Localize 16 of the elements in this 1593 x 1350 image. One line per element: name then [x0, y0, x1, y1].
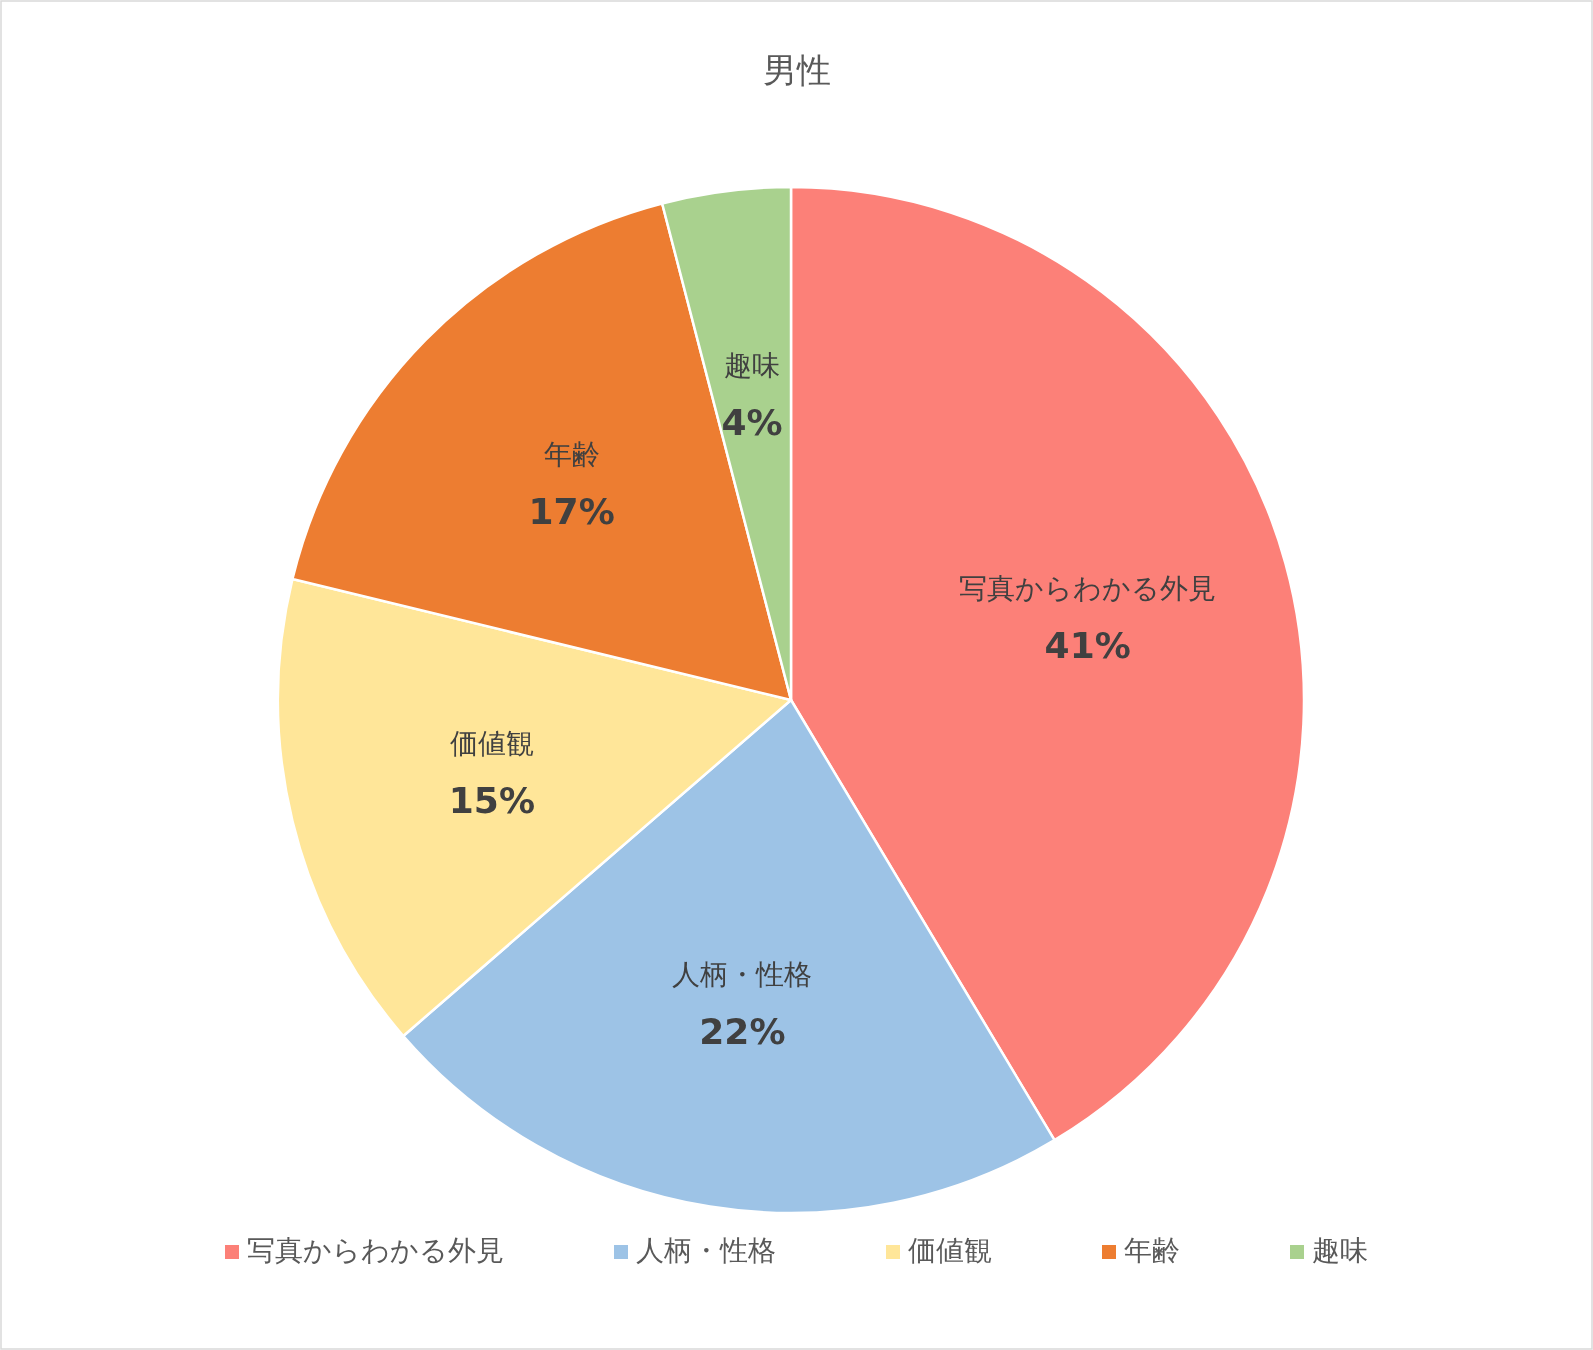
legend-label: 年齢	[1124, 1234, 1180, 1267]
legend-label: 趣味	[1312, 1234, 1368, 1267]
slice-label: 写真からわかる外見	[959, 571, 1217, 605]
data-label: 4%	[721, 401, 783, 443]
data-label: 41%	[1044, 624, 1131, 666]
legend-label: 人柄・性格	[636, 1234, 776, 1267]
slice-label: 価値観	[449, 726, 534, 760]
data-label: 17%	[528, 491, 615, 533]
chart-title: 男性	[762, 49, 831, 90]
data-label: 22%	[699, 1010, 786, 1052]
data-label: 15%	[448, 779, 535, 821]
slice-label: 趣味	[724, 348, 781, 382]
slice-label: 年齢	[543, 438, 600, 472]
legend-label: 価値観	[908, 1234, 992, 1267]
slice-label: 人柄・性格	[672, 957, 813, 991]
legend-label: 写真からわかる外見	[247, 1234, 504, 1267]
